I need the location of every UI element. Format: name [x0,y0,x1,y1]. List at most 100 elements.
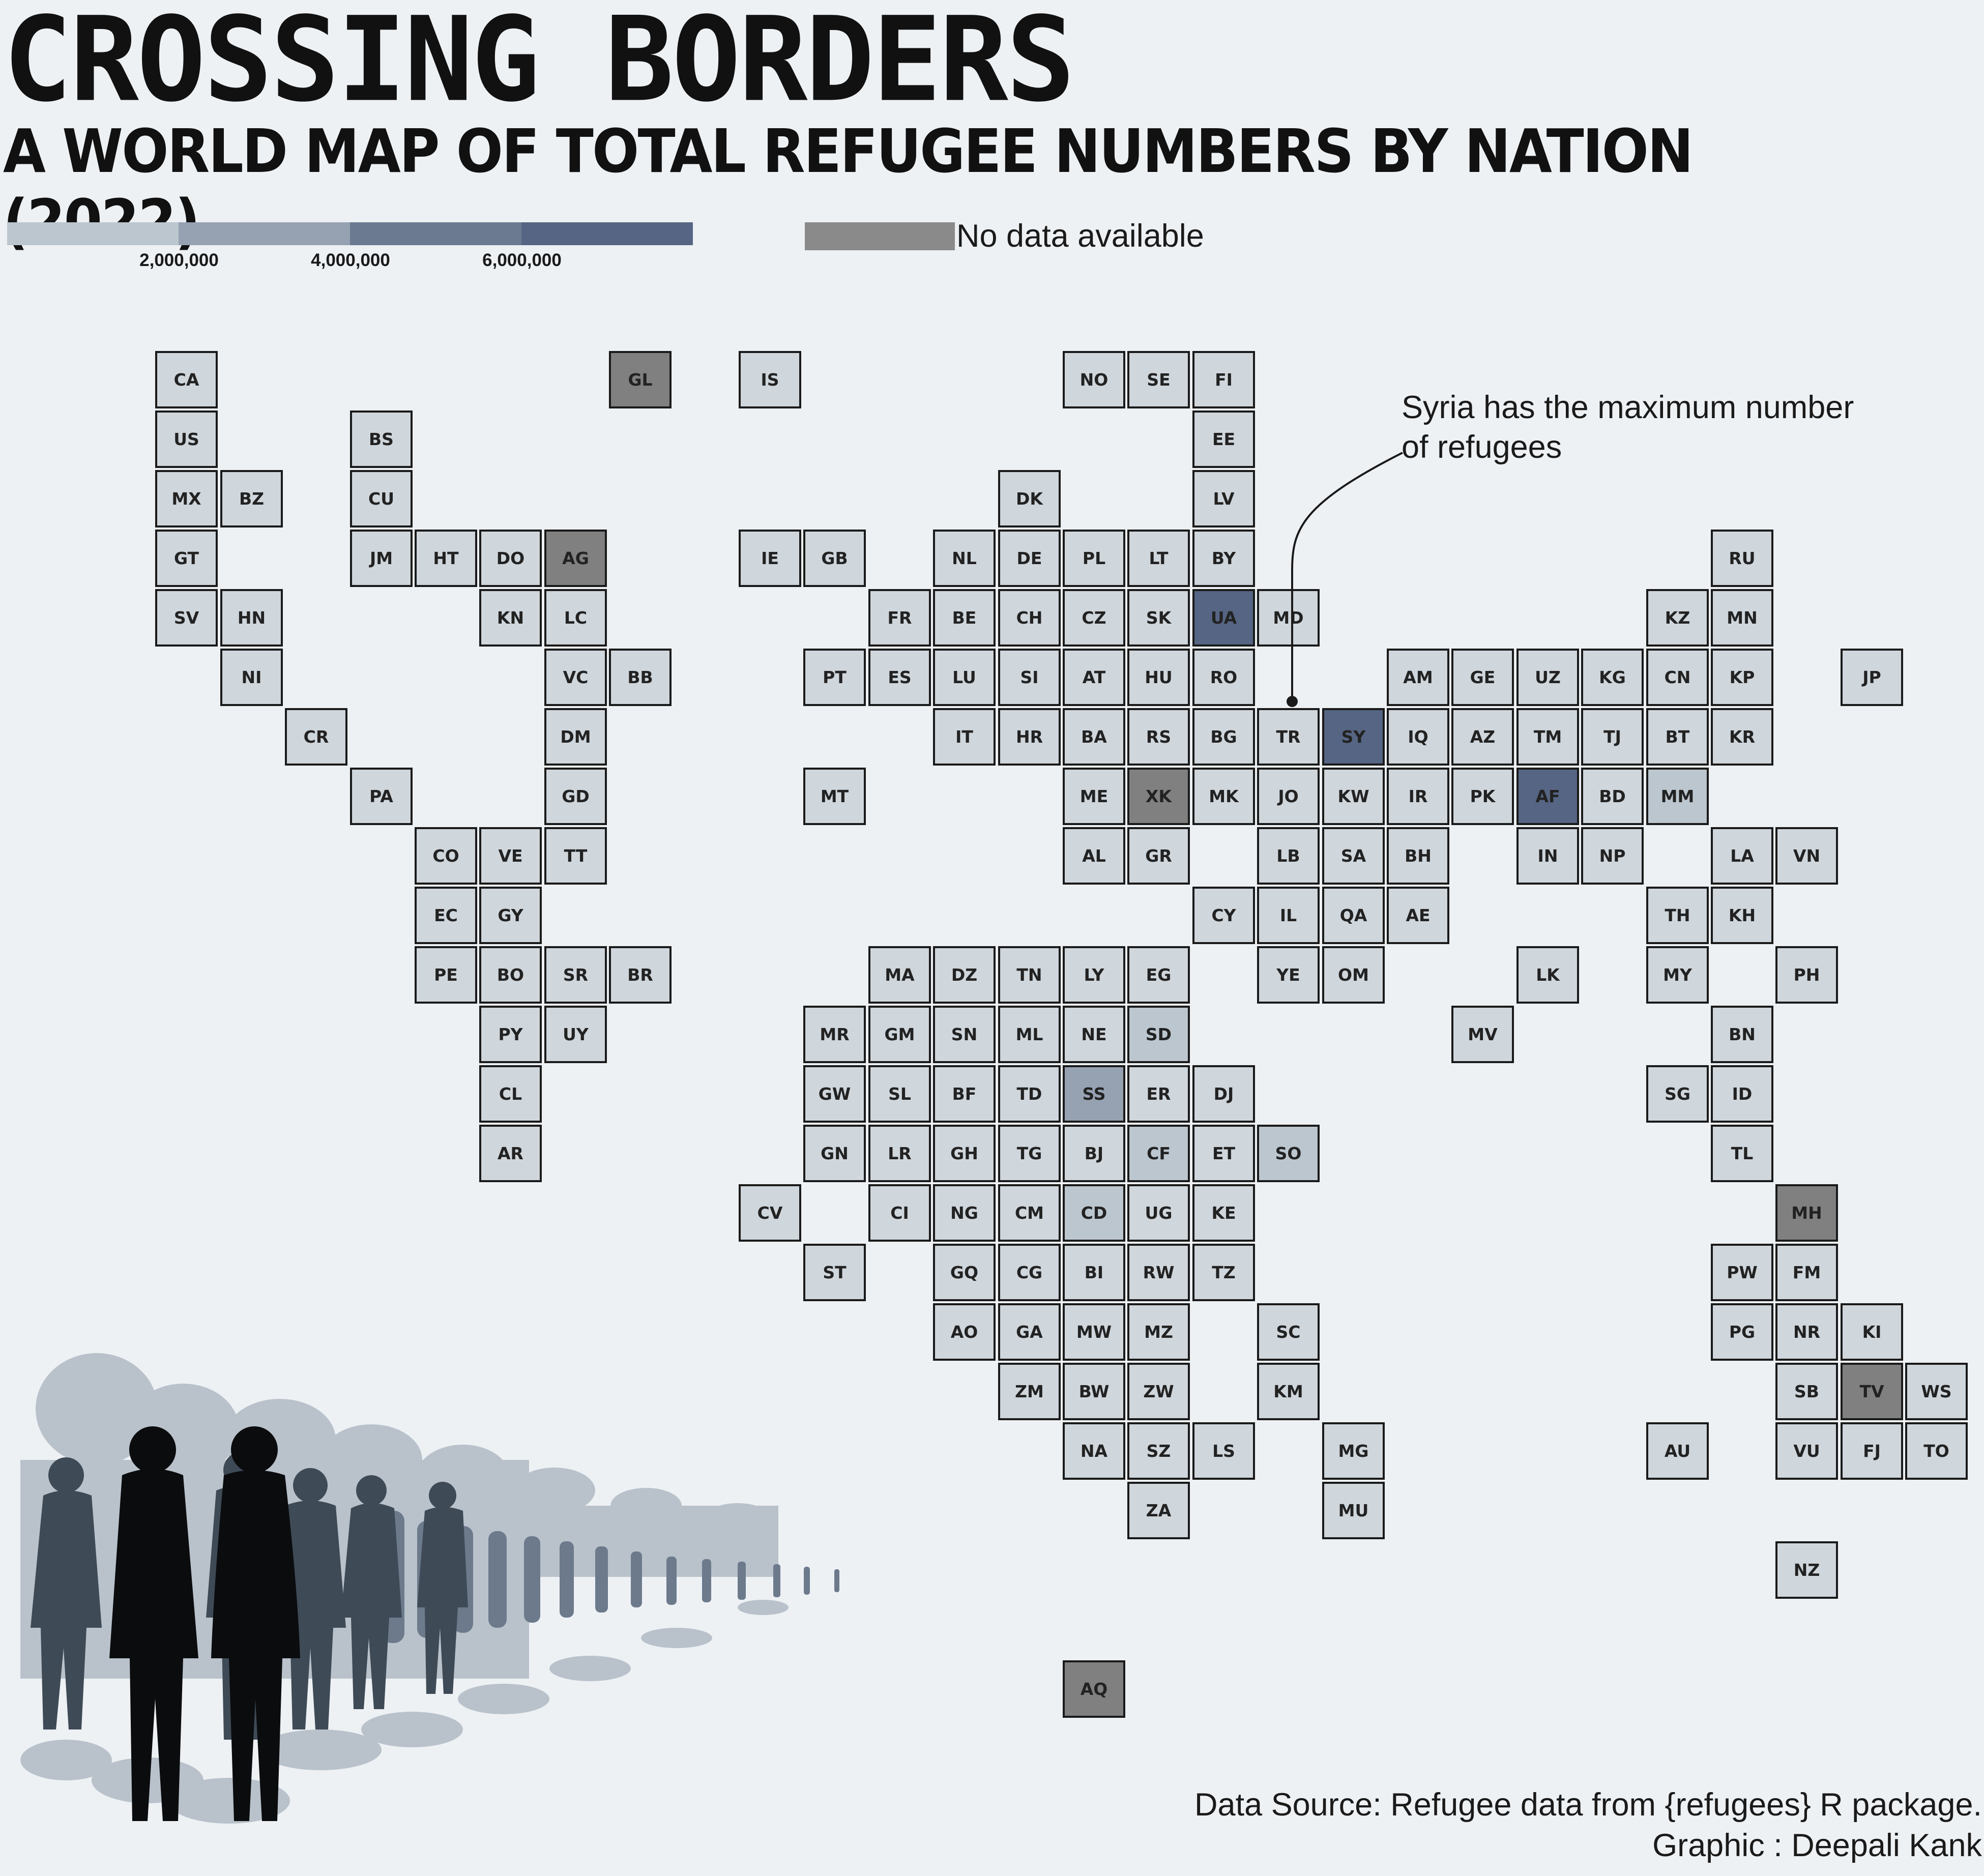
country-tile-md: MD [1257,589,1320,647]
country-tile-vc: VC [544,649,607,706]
country-tile-kz: KZ [1646,589,1709,647]
country-tile-ug: UG [1127,1184,1190,1242]
country-tile-ml: ML [998,1006,1061,1063]
country-tile-ba: BA [1063,708,1125,766]
country-tile-pt: PT [803,649,866,706]
country-tile-dk: DK [998,470,1061,527]
country-tile-km: KM [1257,1363,1320,1420]
country-tile-hn: HN [220,589,283,647]
country-tile-ng: NG [933,1184,996,1242]
country-tile-cn: CN [1646,649,1709,706]
country-tile-am: AM [1387,649,1449,706]
country-tile-bg: BG [1192,708,1255,766]
country-tile-ye: YE [1257,946,1320,1004]
country-tile-tt: TT [544,827,607,885]
country-tile-ee: EE [1192,411,1255,468]
country-tile-pa: PA [350,768,413,825]
country-tile-cd: CD [1063,1184,1125,1242]
country-tile-dm: DM [544,708,607,766]
country-tile-gr: GR [1127,827,1190,885]
country-tile-np: NP [1581,827,1644,885]
country-tile-ss: SS [1063,1065,1125,1123]
country-tile-us: US [155,411,218,468]
country-tile-kr: KR [1711,708,1773,766]
annotation-line-2: of refugees [1402,429,1562,465]
country-tile-ne: NE [1063,1006,1125,1063]
annotation-dot [1287,696,1298,707]
country-tile-do: DO [479,530,542,587]
country-tile-by: BY [1192,530,1255,587]
country-tile-az: AZ [1451,708,1514,766]
country-tile-gn: GN [803,1125,866,1182]
page-title: CROSSING BORDERS [3,0,1075,128]
country-tile-tz: TZ [1192,1244,1255,1301]
country-tile-bt: BT [1646,708,1709,766]
country-tile-py: PY [479,1006,542,1063]
country-tile-ua: UA [1192,589,1255,647]
country-tile-ao: AO [933,1303,996,1361]
country-tile-kg: KG [1581,649,1644,706]
country-tile-sc: SC [1257,1303,1320,1361]
syria-annotation: Syria has the maximum number of refugees [1402,388,1910,467]
country-tile-hr: HR [998,708,1061,766]
country-tile-se: SE [1127,351,1190,408]
country-tile-tm: TM [1516,708,1579,766]
country-tile-ae: AE [1387,887,1449,944]
country-tile-sv: SV [155,589,218,647]
country-tile-jm: JM [350,530,413,587]
country-tile-gh: GH [933,1125,996,1182]
country-tile-cz: CZ [1063,589,1125,647]
country-tile-de: DE [998,530,1061,587]
country-tile-bd: BD [1581,768,1644,825]
country-tile-ar: AR [479,1125,542,1182]
country-tile-gd: GD [544,768,607,825]
country-tile-ht: HT [415,530,477,587]
country-tile-mh: MH [1775,1184,1838,1242]
country-tile-fm: FM [1775,1244,1838,1301]
country-tile-ws: WS [1905,1363,1968,1420]
country-tile-gl: GL [609,351,672,408]
country-tile-fr: FR [868,589,931,647]
country-tile-ir: IR [1387,768,1449,825]
country-tile-mw: MW [1063,1303,1125,1361]
country-tile-cg: CG [998,1244,1061,1301]
country-tile-eg: EG [1127,946,1190,1004]
annotation-curve [1291,452,1403,701]
source-credit: Data Source: Refugee data from {refugees… [1194,1784,1982,1866]
country-tile-jo: JO [1257,768,1320,825]
country-tile-bi: BI [1063,1244,1125,1301]
country-tile-sg: SG [1646,1065,1709,1123]
country-tile-my: MY [1646,946,1709,1004]
country-tile-bb: BB [609,649,672,706]
country-tile-kp: KP [1711,649,1773,706]
country-tile-mn: MN [1711,589,1773,647]
country-tile-au: AU [1646,1422,1709,1480]
country-tile-lu: LU [933,649,996,706]
country-tile-br: BR [609,946,672,1004]
country-tile-kh: KH [1711,887,1773,944]
country-tile-iq: IQ [1387,708,1449,766]
country-tile-ga: GA [998,1303,1061,1361]
country-tile-sa: SA [1322,827,1385,885]
country-tile-lb: LB [1257,827,1320,885]
country-tile-sl: SL [868,1065,931,1123]
country-tile-ma: MA [868,946,931,1004]
country-tile-na: NA [1063,1422,1125,1480]
country-tile-bo: BO [479,946,542,1004]
country-tile-cv: CV [739,1184,801,1242]
country-tile-bj: BJ [1063,1125,1125,1182]
country-tile-it: IT [933,708,996,766]
country-tile-rw: RW [1127,1244,1190,1301]
country-tile-ec: EC [415,887,477,944]
country-tile-id: ID [1711,1065,1773,1123]
country-tile-pe: PE [415,946,477,1004]
country-tile-ru: RU [1711,530,1773,587]
country-tile-vu: VU [1775,1422,1838,1480]
annotation-line-1: Syria has the maximum number [1402,390,1854,425]
country-tile-cr: CR [285,708,347,766]
country-tile-cy: CY [1192,887,1255,944]
country-tile-is: IS [739,351,801,408]
country-tile-rs: RS [1127,708,1190,766]
country-tile-mz: MZ [1127,1303,1190,1361]
country-tile-kn: KN [479,589,542,647]
